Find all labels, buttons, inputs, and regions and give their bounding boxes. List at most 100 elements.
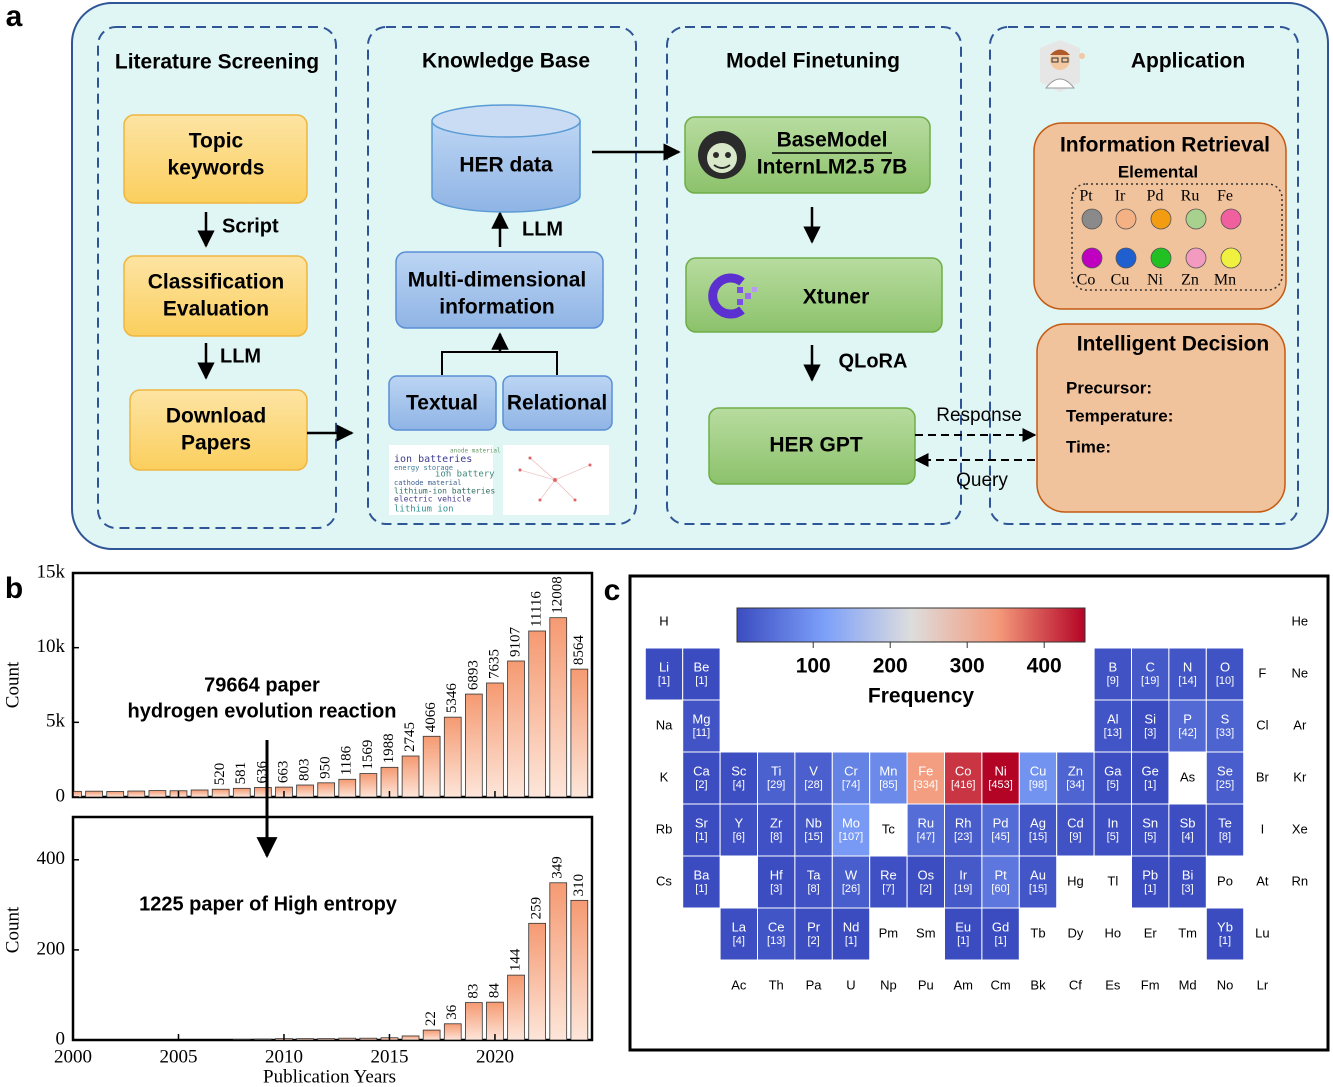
element-symbol: Pb xyxy=(1142,867,1158,882)
element-cell xyxy=(794,751,833,805)
value-label: [6] xyxy=(733,831,745,843)
label: Query xyxy=(956,470,1008,491)
element-symbol: Ta xyxy=(807,867,822,882)
bar xyxy=(127,790,146,797)
bar xyxy=(296,784,314,797)
value-label: [14] xyxy=(1178,675,1196,687)
value-label: 11116 xyxy=(529,591,545,627)
element-symbol: Am xyxy=(953,977,973,992)
value-label: [5] xyxy=(1144,831,1156,843)
bar xyxy=(401,755,420,797)
bars xyxy=(232,882,589,1040)
column-title: Literature Screening xyxy=(115,51,319,74)
element-cell xyxy=(644,647,684,701)
element-symbol: Te xyxy=(1218,815,1232,830)
decision-box xyxy=(1036,323,1286,513)
element-symbol: Fe xyxy=(1217,188,1233,205)
x-tick-label: 2015 xyxy=(370,1046,408,1067)
finetuning-boxes xyxy=(684,116,943,485)
label: HER GPT xyxy=(769,434,863,457)
element-symbol: F xyxy=(1258,665,1266,680)
column-title: Knowledge Base xyxy=(422,50,590,73)
element-cell xyxy=(831,855,871,909)
value-label: 581 xyxy=(233,762,249,785)
element-symbol: Er xyxy=(1144,925,1158,940)
element-symbol: Au xyxy=(1030,867,1046,882)
field-label: Temperature: xyxy=(1066,406,1173,425)
label: Elemental xyxy=(1118,162,1198,181)
value-label: [15] xyxy=(1029,883,1047,895)
element-cell xyxy=(719,907,758,961)
value-label: 2745 xyxy=(402,722,418,752)
element-symbol: Pt xyxy=(994,867,1007,882)
value-label: [1] xyxy=(658,675,670,687)
element-cell xyxy=(682,803,721,857)
value-label: 8564 xyxy=(571,635,587,666)
element-symbol: Mn xyxy=(879,763,897,778)
label: Multi-dimensional xyxy=(408,269,587,292)
element-symbol: Sc xyxy=(731,763,747,778)
chart-frame xyxy=(71,571,594,799)
element-symbol: Kr xyxy=(1293,769,1307,784)
element-symbol: Bi xyxy=(1182,867,1194,882)
value-label: 1186 xyxy=(339,745,355,775)
element-cell xyxy=(869,855,908,909)
element-symbol: Hg xyxy=(1067,873,1084,888)
value-label: [15] xyxy=(804,831,822,843)
bar xyxy=(570,668,589,797)
element-symbol: Dy xyxy=(1067,925,1083,940)
y-tick-label: 15k xyxy=(37,561,66,582)
label: Topic xyxy=(189,130,244,153)
label: HER data xyxy=(459,154,553,177)
column-title: Application xyxy=(1131,50,1245,73)
element-cell xyxy=(757,751,796,805)
element-cell xyxy=(794,907,833,961)
value-label: [1] xyxy=(994,935,1006,947)
element-sphere xyxy=(1220,247,1242,269)
element-symbol: Cm xyxy=(990,977,1010,992)
element-symbol: La xyxy=(732,919,747,934)
label: Download xyxy=(166,405,266,428)
element-symbol: Ti xyxy=(771,763,781,778)
element-symbol: Po xyxy=(1217,873,1233,888)
value-label: [4] xyxy=(1181,831,1193,843)
element-cell xyxy=(757,907,796,961)
dashed-arrows xyxy=(914,428,1037,467)
value-label: [11] xyxy=(693,727,711,739)
element-symbol: Ba xyxy=(693,867,710,882)
bar xyxy=(570,899,589,1040)
value-label: [10] xyxy=(1216,675,1234,687)
element-symbol: Eu xyxy=(955,919,971,934)
value-label: [29] xyxy=(767,779,785,791)
bar xyxy=(232,787,251,797)
label: Textual xyxy=(406,392,478,415)
value-label: [13] xyxy=(767,935,785,947)
element-sphere xyxy=(1185,247,1207,269)
word-cloud-term: lithium-ion batteries xyxy=(394,487,495,496)
element-symbol: Gd xyxy=(992,919,1009,934)
element-symbol: Zr xyxy=(770,815,783,830)
colorbar xyxy=(736,607,1086,643)
label: LLM xyxy=(220,345,261,367)
value-label: 259 xyxy=(529,897,545,920)
arrows xyxy=(197,143,821,442)
element-symbol: N xyxy=(1183,659,1192,674)
element-cell xyxy=(1205,907,1245,961)
element-cell xyxy=(906,751,945,805)
label: Evaluation xyxy=(163,298,269,321)
element-cell xyxy=(1168,647,1207,701)
value-label: [2] xyxy=(920,883,932,895)
element-symbol: O xyxy=(1220,659,1230,674)
element-cell xyxy=(794,855,833,909)
element-cell xyxy=(1205,803,1245,857)
element-symbol: Cl xyxy=(1256,717,1268,732)
element-symbol: Al xyxy=(1107,711,1119,726)
value-label: [33] xyxy=(1216,727,1234,739)
element-cell xyxy=(1131,699,1170,753)
element-sphere xyxy=(1081,208,1103,230)
value-label: [25] xyxy=(1216,779,1234,791)
element-symbol: V xyxy=(809,763,818,778)
bar xyxy=(380,766,399,797)
bar xyxy=(296,1038,314,1040)
element-symbol: Ne xyxy=(1291,665,1308,680)
